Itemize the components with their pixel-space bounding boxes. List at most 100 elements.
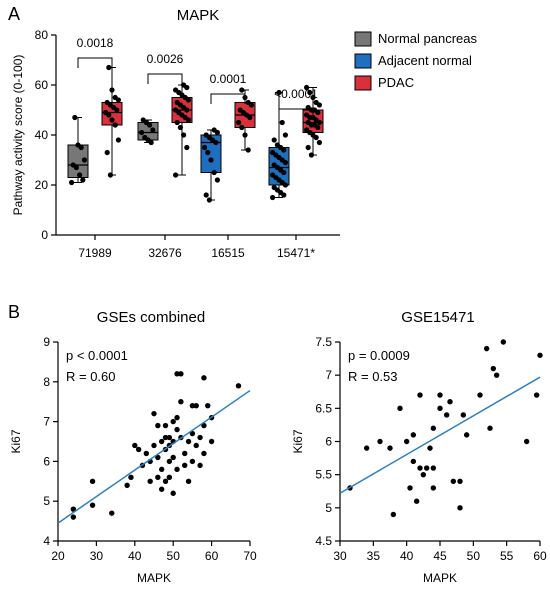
gses-combined-x-tick-label: 60 [205, 549, 219, 563]
gse15471-data-point [407, 485, 413, 491]
gses-combined-x-tick-label: 40 [128, 549, 142, 563]
gses-combined-data-point [151, 410, 157, 417]
gses-combined-data-point [162, 434, 169, 441]
data-point [211, 127, 217, 133]
data-point [112, 94, 118, 101]
gse15471-x-axis-label: MAPK [423, 571, 457, 585]
significance-bracket [210, 93, 246, 104]
gses-combined-data-point [174, 371, 180, 377]
gses-combined-data-point [147, 478, 153, 484]
data-point [181, 132, 187, 138]
data-point [310, 94, 316, 101]
data-point [104, 149, 110, 156]
gse15471-x-tick-label: 50 [467, 549, 481, 563]
gses-combined-data-point [158, 438, 165, 445]
gses-combined-data-point [201, 450, 207, 457]
data-point [214, 177, 220, 183]
gse15471-y-tick-label: 5 [325, 501, 332, 515]
gse15471-y-axis-label: Ki67 [291, 429, 305, 453]
legend-swatch [354, 31, 372, 47]
gses-combined-y-tick-label: 9 [43, 335, 50, 349]
gse15471-data-point [437, 392, 443, 398]
data-point [245, 99, 251, 106]
gses-combined-y-tick-label: 4 [43, 534, 50, 548]
gses-combined-data-point [185, 438, 192, 445]
data-point [177, 124, 183, 131]
significance-label: 0.0018 [77, 36, 114, 50]
gses-combined-data-point [174, 426, 180, 433]
gse15471-y-tick-label: 6 [325, 435, 332, 449]
gses-combined-data-point [158, 486, 165, 492]
gses-combined-data-point [143, 450, 150, 457]
data-point [270, 172, 276, 178]
data-point [203, 192, 209, 198]
gse15471-data-point [410, 458, 417, 465]
gses-combined-y-tick-label: 7 [43, 415, 50, 429]
gses-combined-data-point [182, 450, 188, 457]
data-point [239, 124, 245, 131]
gse15471-annotation: R = 0.53 [348, 369, 398, 384]
data-point [313, 99, 319, 106]
gse15471-annotation: p = 0.0009 [348, 348, 410, 363]
gses-combined-annotation: R = 0.60 [66, 369, 116, 384]
data-point [205, 149, 211, 156]
gse15471-data-point [430, 425, 437, 431]
gse15471-data-point [490, 365, 497, 372]
gse15471-y-tick-label: 7.5 [315, 335, 332, 349]
gse15471-x-tick-label: 35 [367, 549, 381, 563]
x-tick-label-a: 16515 [211, 246, 245, 260]
y-tick-label-a: 0 [41, 228, 48, 242]
legend-label: Normal pancreas [378, 31, 477, 46]
gse15471-x-tick-label: 40 [400, 549, 414, 563]
gse15471-data-point [533, 392, 540, 398]
gse15471-data-point [447, 399, 453, 405]
data-point [304, 112, 310, 118]
gses-combined-data-point [193, 402, 199, 409]
gse15471-x-tick-label: 45 [433, 549, 447, 563]
data-point [206, 197, 212, 203]
data-point [305, 144, 311, 151]
gses-combined-data-point [128, 474, 134, 481]
data-point [276, 89, 282, 96]
gse15471-data-point [437, 405, 443, 412]
data-point [308, 152, 314, 158]
data-point [142, 134, 148, 141]
data-point [115, 137, 121, 143]
data-point [75, 142, 81, 148]
gses-combined-data-point [235, 383, 242, 389]
gses-combined-data-point [109, 510, 115, 516]
gses-combined-data-point [155, 474, 161, 481]
gse15471-data-point [487, 425, 493, 431]
x-tick-label-a: 15471* [277, 246, 315, 260]
x-tick-label-a: 32676 [148, 246, 182, 260]
gses-combined-regression-line [57, 389, 251, 524]
data-point [112, 122, 118, 128]
gses-combined-data-point [170, 454, 176, 461]
data-point [270, 149, 276, 156]
gses-combined-y-axis-label: Ki67 [9, 429, 23, 453]
data-point [304, 84, 310, 91]
gses-combined-x-axis-label: MAPK [137, 571, 171, 585]
data-point [242, 132, 248, 138]
data-point [77, 172, 83, 178]
gses-combined-data-point [178, 371, 184, 377]
data-point [174, 99, 180, 106]
x-tick-label-a: 71989 [78, 246, 112, 260]
data-point [109, 87, 115, 93]
gses-combined-x-tick-label: 30 [90, 549, 104, 563]
data-point [69, 179, 75, 186]
gse15471-data-point [500, 339, 507, 345]
gses-combined-data-point [189, 458, 196, 465]
gse15471-data-point [417, 392, 423, 398]
y-tick-label-a: 60 [35, 78, 49, 92]
y-tick-label-a: 80 [35, 28, 49, 42]
data-point [316, 139, 322, 146]
data-point [72, 114, 78, 121]
gses-combined-annotation: p < 0.0001 [66, 348, 128, 363]
gse15471-regression-line [339, 376, 541, 494]
gse15471-data-point [493, 372, 500, 378]
data-point [150, 127, 156, 133]
gses-combined-y-tick-label: 5 [43, 494, 50, 508]
